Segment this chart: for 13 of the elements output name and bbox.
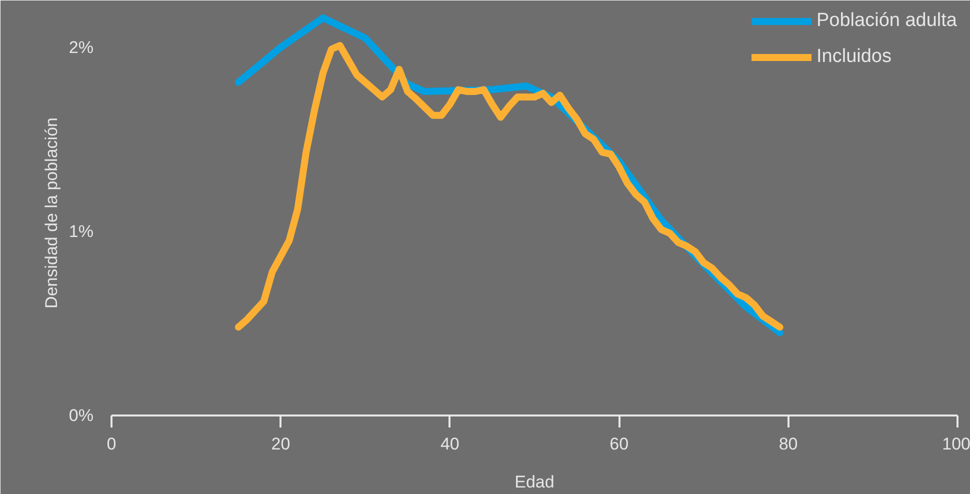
- x-tick-label: 60: [610, 434, 629, 454]
- x-tick-label: 40: [440, 434, 460, 454]
- x-axis-title: Edad: [514, 472, 554, 492]
- y-axis-title: Densidad de la población: [42, 118, 61, 308]
- legend-label: Incluidos: [816, 46, 892, 68]
- y-tick-label: 2%: [68, 38, 94, 57]
- x-tick-label: 20: [271, 434, 290, 454]
- x-tick-label: 0: [106, 434, 116, 454]
- y-tick-label: 1%: [68, 222, 94, 241]
- x-tick-label: 100: [942, 434, 970, 454]
- y-tick-label: 0%: [68, 406, 94, 425]
- x-tick-label: 80: [778, 434, 798, 454]
- legend-label: Población adulta: [816, 10, 957, 32]
